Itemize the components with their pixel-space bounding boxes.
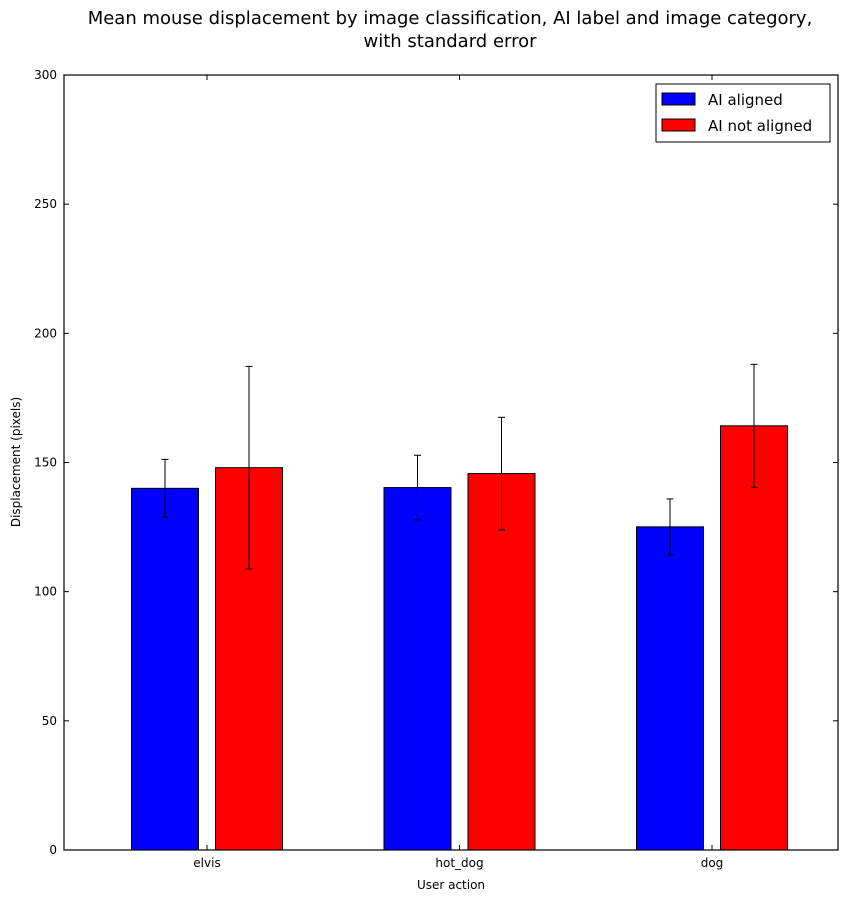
y-tick-label: 100 bbox=[34, 585, 57, 599]
x-axis-ticks: elvis hot_dog dog bbox=[193, 75, 723, 870]
bar-hot-dog-ai-not-aligned bbox=[467, 473, 536, 851]
y-tick-label: 200 bbox=[34, 326, 57, 340]
bar-hot-dog-ai-aligned bbox=[383, 487, 452, 851]
legend-label-ai-not-aligned: AI not aligned bbox=[708, 117, 812, 135]
bar-dog-ai-aligned bbox=[636, 526, 704, 851]
y-axis-ticks: 0 50 100 150 200 250 300 bbox=[34, 68, 838, 857]
legend-swatch-ai-aligned bbox=[661, 92, 696, 106]
y-tick-label: 150 bbox=[34, 456, 57, 470]
chart-title-line-2: with standard error bbox=[363, 31, 537, 52]
x-tick-label: dog bbox=[701, 856, 724, 870]
legend: AI aligned AI not aligned bbox=[655, 83, 831, 143]
chart-title-line-1: Mean mouse displacement by image classif… bbox=[88, 8, 813, 29]
bar-elvis-ai-aligned bbox=[131, 487, 199, 851]
bar-dog-ai-not-aligned bbox=[720, 425, 788, 851]
chart-title: Mean mouse displacement by image classif… bbox=[88, 8, 813, 52]
x-tick-label: hot_dog bbox=[435, 856, 483, 870]
y-tick-label: 250 bbox=[34, 197, 57, 211]
x-tick-label: elvis bbox=[193, 856, 220, 870]
y-tick-label: 0 bbox=[49, 843, 57, 857]
legend-swatch-ai-not-aligned bbox=[661, 118, 696, 132]
x-axis-label: User action bbox=[417, 878, 485, 892]
errorbars-layer bbox=[161, 363, 758, 570]
legend-label-ai-aligned: AI aligned bbox=[708, 91, 783, 109]
y-tick-label: 300 bbox=[34, 68, 57, 82]
bars-layer bbox=[131, 425, 788, 851]
plot-frame bbox=[63, 74, 839, 851]
y-tick-label: 50 bbox=[42, 714, 57, 728]
y-axis-label: Displacement (pixels) bbox=[9, 397, 23, 527]
